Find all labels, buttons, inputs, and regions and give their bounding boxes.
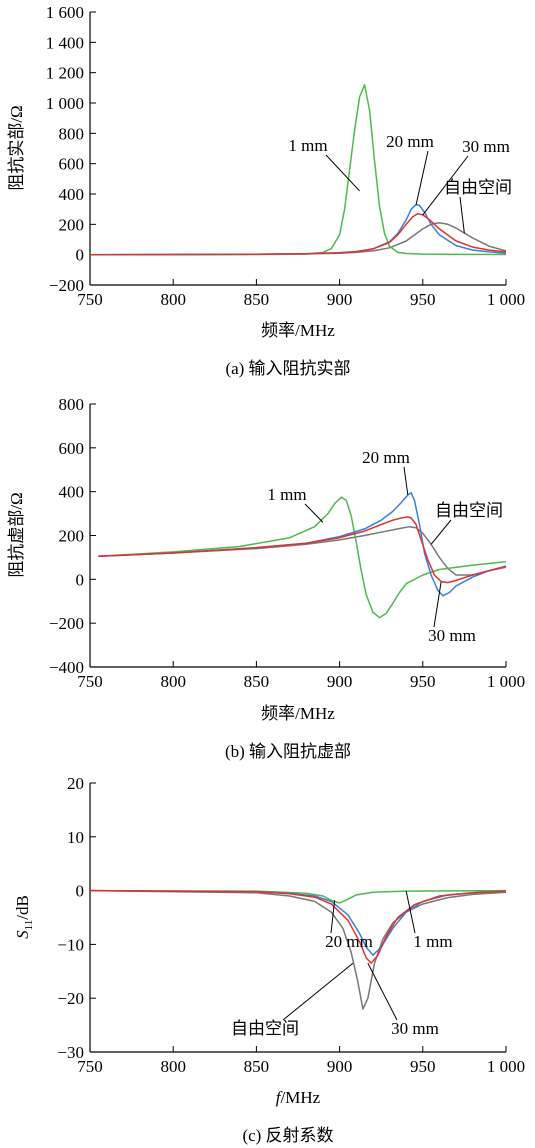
annotation-label: 1 mm [288, 136, 327, 155]
y-tick-label: −30 [57, 1043, 84, 1062]
x-axis-label: 频率/MHz [261, 321, 335, 340]
y-tick-label: −20 [57, 989, 84, 1008]
panel-caption: (b) 输入阻抗虚部 [225, 742, 351, 761]
annotation-label: 自由空间 [444, 178, 512, 197]
y-tick-label: 200 [59, 527, 85, 546]
y-axis-label: S11/dB [13, 895, 35, 939]
y-tick-label: 1 000 [46, 94, 84, 113]
x-axis-label: 频率/MHz [261, 704, 335, 723]
x-tick-label: 850 [244, 290, 270, 309]
annotation-leader [304, 503, 324, 523]
y-tick-label: 200 [59, 215, 85, 234]
series-line-1 [90, 84, 507, 256]
annotation-leader [415, 150, 429, 205]
annotation-leader [430, 519, 452, 545]
annotation-label: 20 mm [362, 448, 410, 467]
annotation-leader [403, 466, 409, 496]
y-tick-label: 0 [76, 570, 85, 589]
y-tick-label: −10 [57, 935, 84, 954]
y-tick-label: 10 [67, 828, 84, 847]
annotation-label: 30 mm [462, 137, 510, 156]
y-tick-label: 1 600 [46, 3, 84, 22]
x-axis-label: f/MHz [276, 1088, 321, 1107]
x-tick-label: 750 [77, 290, 103, 309]
x-tick-label: 850 [244, 1057, 270, 1076]
annotation-leader [325, 154, 360, 192]
y-tick-label: 400 [59, 483, 85, 502]
y-tick-label: 0 [76, 882, 85, 901]
y-tick-label: 400 [59, 185, 85, 204]
x-tick-label: 800 [160, 672, 186, 691]
x-tick-label: 1 000 [487, 672, 525, 691]
x-tick-label: 750 [77, 672, 103, 691]
panel-caption: (a) 输入阻抗实部 [225, 359, 350, 378]
x-tick-label: 800 [160, 290, 186, 309]
annotation-leader [367, 963, 398, 1021]
annotation-leader [422, 155, 469, 216]
annotation-label: 1 mm [267, 485, 306, 504]
y-axis-label: 阻抗实部/Ω [7, 105, 26, 190]
series-line-3 [89, 889, 507, 964]
y-tick-label: −200 [49, 614, 84, 633]
chart-panel-1: −200 0 200 400 600 800 1 000 1 200 1 400 1 600 750… [7, 3, 525, 378]
panel-caption: (c) 反射系数 [242, 1126, 333, 1145]
series-line-4 [89, 889, 507, 1010]
y-tick-label: 600 [59, 155, 85, 174]
x-tick-label: 950 [410, 290, 436, 309]
series-line-4 [98, 525, 507, 576]
annotation-leader [330, 900, 336, 934]
x-tick-label: 900 [327, 672, 353, 691]
x-tick-label: 900 [327, 290, 353, 309]
x-tick-label: 900 [327, 1057, 353, 1076]
annotation-label: 自由空间 [435, 501, 503, 520]
x-tick-label: 950 [410, 672, 436, 691]
chart-panel-2: −400 −200 0 200 400 600 800 750 800 850 900 950 1 00… [7, 395, 525, 761]
annotation-label: 30 mm [428, 626, 476, 645]
series-line-3 [89, 212, 507, 256]
annotation-label: 1 mm [413, 932, 452, 951]
annotation-label: 20 mm [325, 932, 373, 951]
annotation-leader [459, 196, 465, 234]
annotation-leader [282, 962, 354, 1021]
x-tick-label: 1 000 [487, 1057, 525, 1076]
annotation-label: 20 mm [386, 132, 434, 151]
annotation-label: 30 mm [391, 1019, 439, 1038]
annotation-leader [433, 581, 442, 628]
annotation-leader [405, 891, 416, 934]
series-line-1 [98, 496, 507, 619]
x-tick-label: 1 000 [487, 290, 525, 309]
series-line-1 [89, 889, 507, 904]
annotation-label: 自由空间 [231, 1019, 299, 1038]
y-tick-label: −200 [49, 276, 84, 295]
y-tick-label: 800 [59, 395, 85, 414]
y-axis-label: 阻抗虚部/Ω [7, 492, 26, 577]
series-line-2 [89, 203, 507, 256]
y-tick-label: −400 [49, 658, 84, 677]
y-tick-label: 600 [59, 439, 85, 458]
series-line-4 [89, 222, 507, 256]
x-tick-label: 850 [244, 672, 270, 691]
x-tick-label: 750 [77, 1057, 103, 1076]
y-tick-label: 1 400 [46, 33, 84, 52]
series-line-3 [98, 516, 507, 584]
chart-panel-3: −30 −20 −10 0 10 20 750 800 850 900 950 1 000 f/MHz S… [13, 774, 525, 1145]
y-tick-label: 20 [67, 774, 84, 793]
y-tick-label: 1 200 [46, 64, 84, 83]
y-tick-label: 800 [59, 124, 85, 143]
y-tick-label: 0 [76, 246, 85, 265]
x-tick-label: 950 [410, 1057, 436, 1076]
x-tick-label: 800 [160, 1057, 186, 1076]
